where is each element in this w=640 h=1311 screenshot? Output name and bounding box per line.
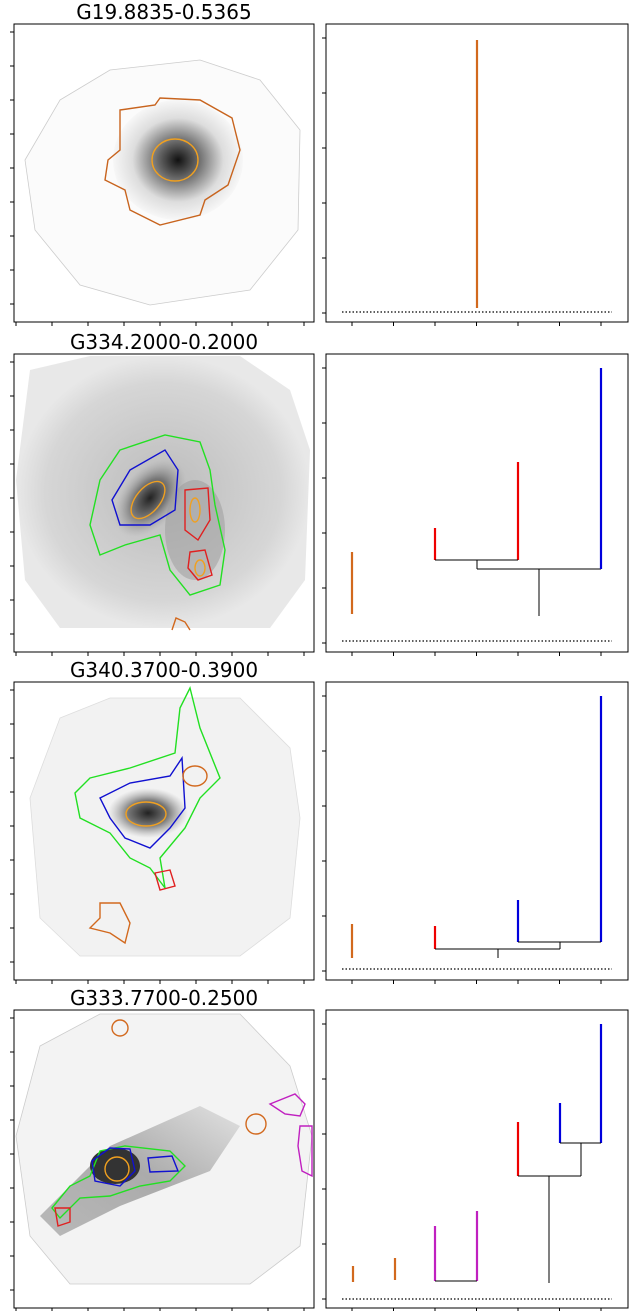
map: [16, 356, 310, 631]
dendrogram-frame: [325, 353, 629, 653]
map: [24, 59, 301, 306]
map-frame: [13, 681, 315, 981]
dendrogram: [342, 368, 612, 642]
panel-row: G19.8835-0.5365: [10, 0, 629, 326]
map: [29, 685, 301, 957]
dendrogram: [342, 696, 612, 970]
dendrogram: [342, 40, 612, 313]
panel-row: G340.3700-0.3900: [10, 658, 629, 984]
dendrogram-frame: [325, 681, 629, 981]
map-frame: [13, 1009, 315, 1309]
panel-title: G334.2000-0.2000: [70, 330, 258, 354]
panel-title: G340.3700-0.3900: [70, 658, 258, 682]
map: [15, 1013, 313, 1285]
map-frame: [13, 353, 315, 653]
dendrogram: [342, 1024, 612, 1300]
panel-title: G333.7700-0.2500: [70, 986, 258, 1010]
panel-title: G19.8835-0.5365: [76, 0, 251, 24]
map-frame: [13, 23, 315, 323]
panel-row: G334.2000-0.2000: [10, 330, 629, 656]
panel-row: G333.7700-0.2500: [10, 986, 629, 1311]
